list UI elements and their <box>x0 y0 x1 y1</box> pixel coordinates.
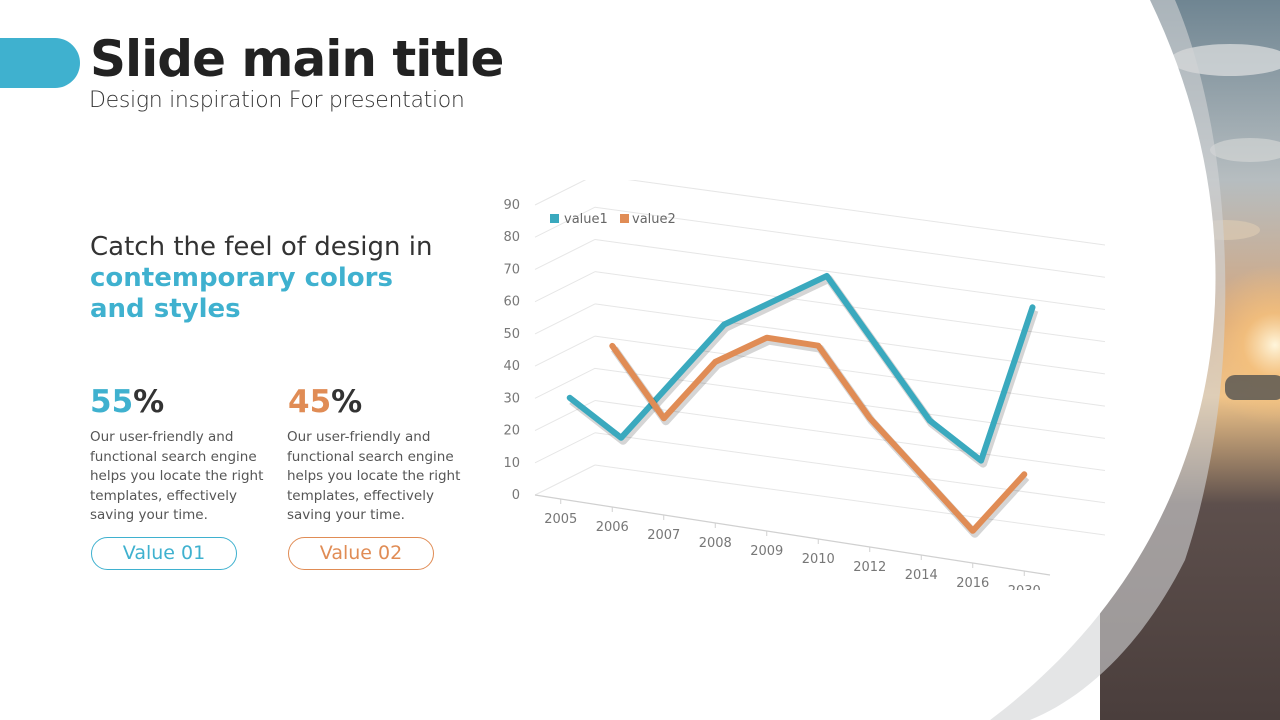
gridline-side <box>534 367 596 399</box>
gridline <box>594 464 1106 536</box>
data-point-value2 <box>712 359 718 365</box>
data-point-value2 <box>918 471 924 477</box>
y-tick-label: 40 <box>503 359 520 374</box>
data-point-value1 <box>1030 304 1036 310</box>
x-tick-label: 2008 <box>699 536 732 551</box>
x-tick-label: 2014 <box>905 568 938 583</box>
gridline-side <box>534 206 596 238</box>
x-tick-label: 2012 <box>853 560 886 575</box>
x-tick-label: 2006 <box>596 520 629 535</box>
gridline-side <box>534 335 596 367</box>
gridline-side <box>534 464 596 496</box>
data-point-value2 <box>867 415 873 421</box>
gridline <box>594 206 1106 278</box>
x-tick-label: 2005 <box>544 512 577 527</box>
series-shadow-value1 <box>569 274 1039 468</box>
value-01-button[interactable]: Value 01 <box>91 537 237 570</box>
slide-title: Slide main title <box>90 30 504 88</box>
value-02-button[interactable]: Value 02 <box>288 537 434 570</box>
data-point-value2 <box>661 415 667 421</box>
legend-label-value1: value1 <box>564 212 608 227</box>
data-point-value1 <box>721 322 727 328</box>
chart-axes: 0102030405060708090200520062007200820092… <box>503 198 1051 590</box>
data-point-value2 <box>609 343 615 349</box>
legend-swatch-value2 <box>620 214 629 223</box>
y-tick-label: 80 <box>503 230 520 245</box>
x-tick-label: 2009 <box>750 544 783 559</box>
y-tick-label: 30 <box>503 391 520 406</box>
gridline <box>594 335 1106 407</box>
y-tick-label: 20 <box>503 424 520 439</box>
y-tick-label: 90 <box>503 198 520 213</box>
gridline-side <box>534 238 596 270</box>
gridline <box>594 303 1106 375</box>
y-tick-label: 50 <box>503 327 520 342</box>
gridline-side <box>534 432 596 464</box>
gridline <box>594 400 1106 472</box>
data-point-value1 <box>772 297 778 303</box>
y-tick-label: 70 <box>503 262 520 277</box>
data-point-value1 <box>824 273 830 279</box>
x-tick-label: 2016 <box>956 576 989 590</box>
legend-label-value2: value2 <box>632 212 676 227</box>
data-point-value1 <box>567 395 573 401</box>
x-axis-line <box>534 494 1051 576</box>
data-point-value1 <box>927 417 933 423</box>
chart-series <box>566 272 1039 538</box>
slide-subtitle: Design inspiration For presentation <box>89 88 465 113</box>
gridline <box>594 238 1106 310</box>
headline-plain: Catch the feel of design in <box>90 232 433 262</box>
chart-legend: value1 value2 <box>550 212 676 227</box>
stat-2-unit: % <box>331 384 363 420</box>
data-point-value1 <box>875 345 881 351</box>
data-point-value2 <box>970 528 976 534</box>
gridline-side <box>534 303 596 335</box>
data-point-value1 <box>670 378 676 384</box>
data-point-value1 <box>618 435 624 441</box>
stat-1-unit: % <box>133 384 165 420</box>
x-tick-label: 2010 <box>802 552 835 567</box>
gridline <box>594 432 1106 504</box>
gridline-side <box>534 271 596 303</box>
gridline-side <box>534 400 596 432</box>
data-point-value2 <box>815 343 821 349</box>
y-tick-label: 0 <box>512 488 520 503</box>
gridline <box>594 367 1106 439</box>
series-line-value1 <box>566 272 1036 464</box>
x-tick-label: 2007 <box>647 528 680 543</box>
series-shadow-value2 <box>611 336 1030 538</box>
headline: Catch the feel of design in contemporary… <box>90 232 450 325</box>
chart-grid <box>534 180 1106 536</box>
stat-1-description: Our user-friendly and functional search … <box>90 429 264 523</box>
stat-1-number: 55 <box>90 384 134 420</box>
stat-1: 55% <box>90 384 164 420</box>
y-tick-label: 10 <box>503 456 520 471</box>
stat-2-description: Our user-friendly and functional search … <box>287 429 461 523</box>
data-point-value2 <box>1021 471 1027 477</box>
stat-2-number: 45 <box>288 384 332 420</box>
legend-swatch-value1 <box>550 214 559 223</box>
gridline <box>627 180 1106 246</box>
line-chart: 0102030405060708090200520062007200820092… <box>503 180 1106 590</box>
data-point-value2 <box>764 335 770 341</box>
headline-highlight: contemporary colors and styles <box>90 263 393 324</box>
y-tick-label: 60 <box>503 295 520 310</box>
title-accent-bar <box>0 38 80 88</box>
data-point-value1 <box>978 458 984 464</box>
gridline-side <box>534 180 587 206</box>
stat-2: 45% <box>288 384 362 420</box>
